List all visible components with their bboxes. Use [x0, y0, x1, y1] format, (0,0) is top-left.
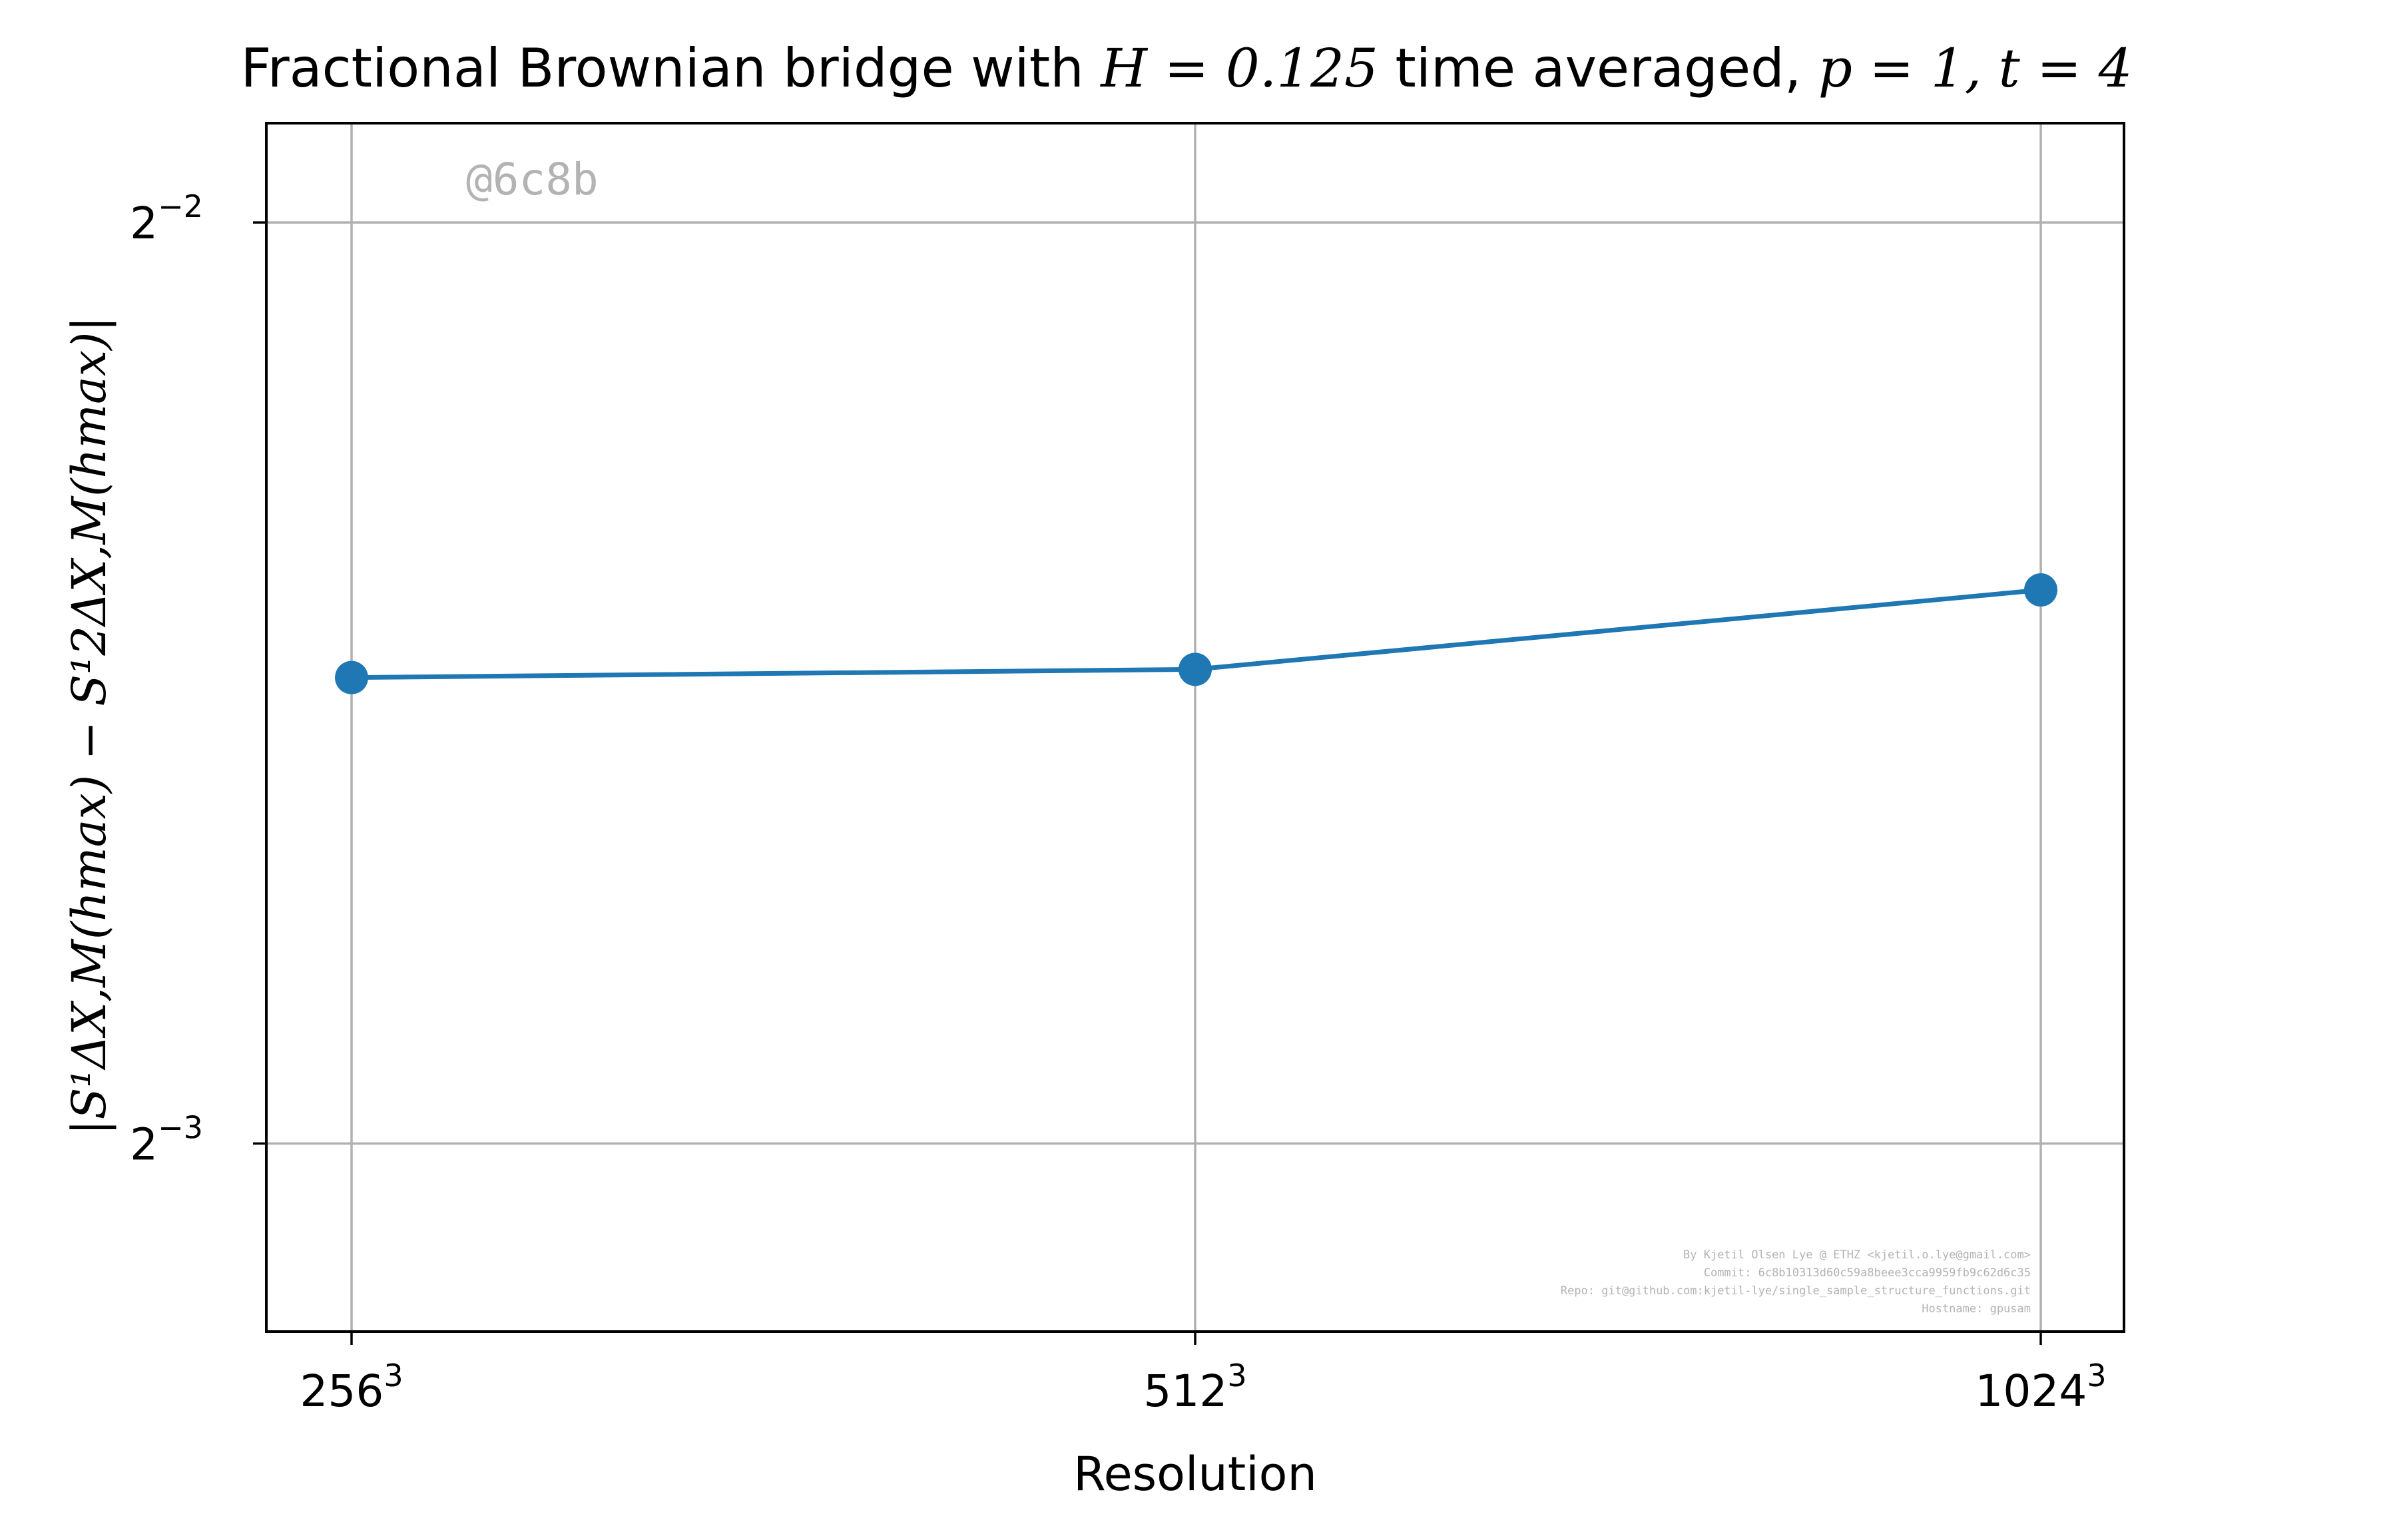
credits-line: Repo: git@github.com:kjetil-lye/single_s… [1561, 1284, 2031, 1298]
series [335, 573, 2057, 694]
x-tick-label: 5123 [1143, 1358, 1246, 1417]
x-axis-label: Resolution [1073, 1447, 1317, 1501]
credits-line: By Kjetil Olsen Lye @ ETHZ <kjetil.o.lye… [1683, 1248, 2031, 1262]
x-tick-label: 10243 [1975, 1358, 2106, 1417]
grid [266, 123, 2124, 1332]
x-tick-label: 2563 [300, 1358, 403, 1417]
y-tick-label: 2−3 [130, 1109, 203, 1170]
credits-line: Hostname: gpusam [1922, 1302, 2031, 1316]
data-point [335, 660, 368, 694]
y-tick-label: 2−2 [130, 188, 203, 249]
credits-block: By Kjetil Olsen Lye @ ETHZ <kjetil.o.lye… [1561, 1248, 2031, 1316]
watermark: @6c8b [466, 154, 599, 205]
chart-title: Fractional Brownian bridge with H = 0.12… [241, 37, 2133, 99]
x-ticks: 2563 5123 10243 [300, 1332, 2107, 1417]
y-ticks: 2−2 2−3 [130, 188, 266, 1170]
data-point [2024, 573, 2057, 607]
y-axis-label: |S¹ΔX,M(hmax) − S¹2ΔX,M(hmax)| [62, 316, 117, 1135]
credits-line: Commit: 6c8b10313d60c59a8beee3cca9959fb9… [1704, 1266, 2031, 1280]
data-point [1179, 652, 1212, 686]
